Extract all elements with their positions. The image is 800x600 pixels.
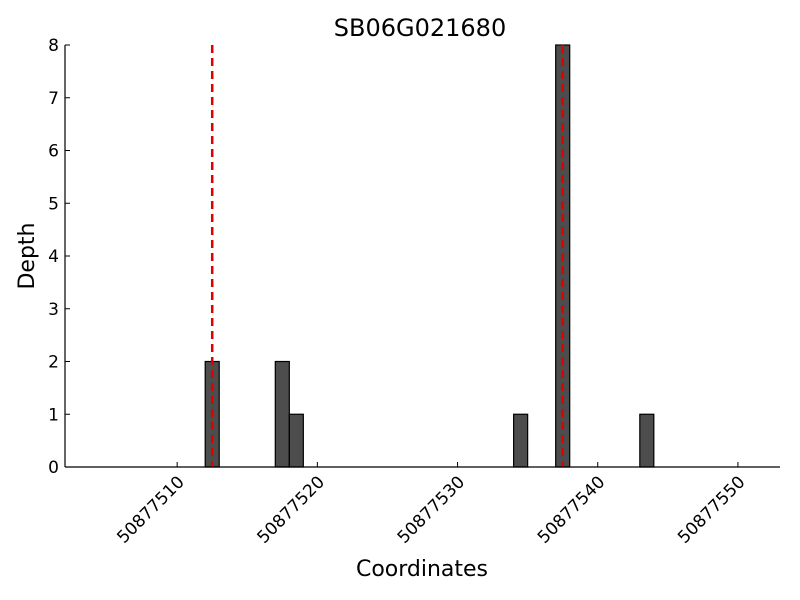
x-axis-label: Coordinates <box>356 557 488 582</box>
y-tick-label: 1 <box>48 405 59 425</box>
x-tick-label: 50877520 <box>254 472 329 547</box>
x-tick-label: 50877540 <box>534 472 609 547</box>
x-tick-label: 50877550 <box>674 472 749 547</box>
y-tick-label: 0 <box>48 458 59 478</box>
bar <box>288 413 304 468</box>
y-tick-label: 2 <box>48 353 59 373</box>
y-tick-label: 7 <box>48 89 59 109</box>
bar <box>513 413 529 468</box>
y-tick-label: 4 <box>48 247 59 267</box>
chart-title: SB06G021680 <box>334 14 506 42</box>
bar <box>274 360 290 468</box>
x-tick-label: 50877530 <box>394 472 469 547</box>
y-axis-label: Depth <box>15 222 40 289</box>
x-tick-label: 50877510 <box>113 472 188 547</box>
y-tick-label: 5 <box>48 194 59 214</box>
bar <box>639 413 655 468</box>
y-tick-label: 6 <box>48 142 59 162</box>
y-tick-label: 8 <box>48 36 59 56</box>
y-tick-label: 3 <box>48 300 59 320</box>
